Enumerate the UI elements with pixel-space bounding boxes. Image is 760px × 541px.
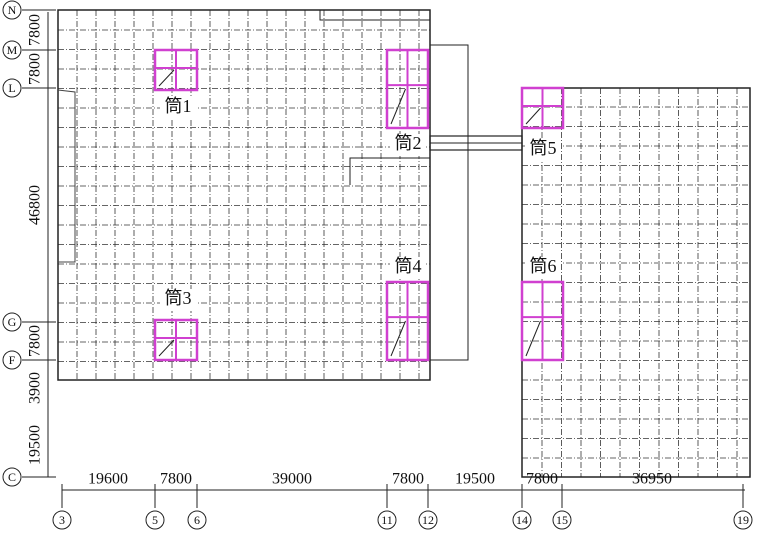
core-label: 筒6	[530, 256, 557, 276]
column-axis-label: 11	[381, 513, 393, 527]
core-label: 筒1	[165, 96, 192, 116]
dimension-label: 7800	[27, 53, 44, 85]
stair	[390, 320, 406, 357]
dimension-label: 36950	[632, 471, 672, 488]
dimension-label: 7800	[526, 471, 558, 488]
stair	[525, 107, 541, 125]
dimension-label: 7800	[27, 325, 44, 357]
axis-bubble	[2, 467, 22, 487]
core-label-bg	[390, 134, 426, 156]
detail	[349, 157, 430, 185]
row-axis-label: C	[8, 470, 16, 484]
column-axis-label: 15	[556, 513, 568, 527]
stair	[525, 320, 541, 357]
axis-bubble	[512, 510, 532, 530]
dimension-label: 39000	[272, 471, 312, 488]
column-axis-label: 6	[194, 513, 200, 527]
row-axis-label: N	[8, 3, 17, 17]
core-label-bg	[160, 289, 196, 311]
dimension-label: 7800	[27, 14, 44, 46]
axis-bubble	[2, 40, 22, 60]
axis-bubble	[145, 510, 165, 530]
axis-bubble	[2, 78, 22, 98]
grid	[58, 10, 750, 477]
axis-bubble	[418, 510, 438, 530]
cores: 筒1 筒2 筒3 筒4 筒5 筒6	[153, 48, 565, 362]
core-label: 筒5	[530, 138, 557, 158]
detail	[319, 10, 430, 21]
axis-bubble	[552, 510, 572, 530]
dimension-label: 19500	[27, 425, 44, 465]
annex	[430, 44, 469, 361]
row-axis-label: G	[8, 315, 17, 329]
axis-bubble	[2, 350, 22, 370]
axis-bubble	[187, 510, 207, 530]
core-label: 筒3	[165, 288, 192, 308]
column-axis-label: 14	[516, 513, 528, 527]
axis-bubble	[733, 510, 753, 530]
axis-bubble	[377, 510, 397, 530]
dimension-label: 3900	[27, 372, 44, 404]
dimension-label: 46800	[27, 185, 44, 225]
column-axis-label: 5	[152, 513, 158, 527]
core-label-bg	[525, 257, 561, 279]
axis-bubble	[52, 510, 72, 530]
axis-bubble	[2, 0, 22, 20]
stair	[390, 88, 406, 125]
left-building	[57, 9, 431, 381]
core-label: 筒2	[395, 133, 422, 153]
core-label-bg	[390, 257, 426, 279]
column-axis-label: 19	[737, 513, 749, 527]
core-label-bg	[160, 97, 196, 119]
stair	[158, 339, 175, 357]
core-label: 筒4	[395, 256, 422, 276]
dimension-label: 19600	[88, 471, 128, 488]
dimension-label: 7800	[160, 471, 192, 488]
dimension-label: 19500	[455, 471, 495, 488]
row-axis-label: M	[7, 43, 18, 57]
detail	[57, 89, 76, 263]
row-axis-label: L	[8, 81, 15, 95]
column-axis-label: 12	[422, 513, 434, 527]
row-axis-label: F	[9, 353, 16, 367]
stair	[158, 69, 175, 87]
dimension-label: 7800	[392, 471, 424, 488]
labels: 3 5 6 11 12 14 15 19 19600 7800 39000 7800 19500 7800…	[2, 0, 753, 530]
core-label-bg	[525, 139, 561, 161]
column-axis-label: 3	[59, 513, 65, 527]
axis-bubble	[2, 312, 22, 332]
